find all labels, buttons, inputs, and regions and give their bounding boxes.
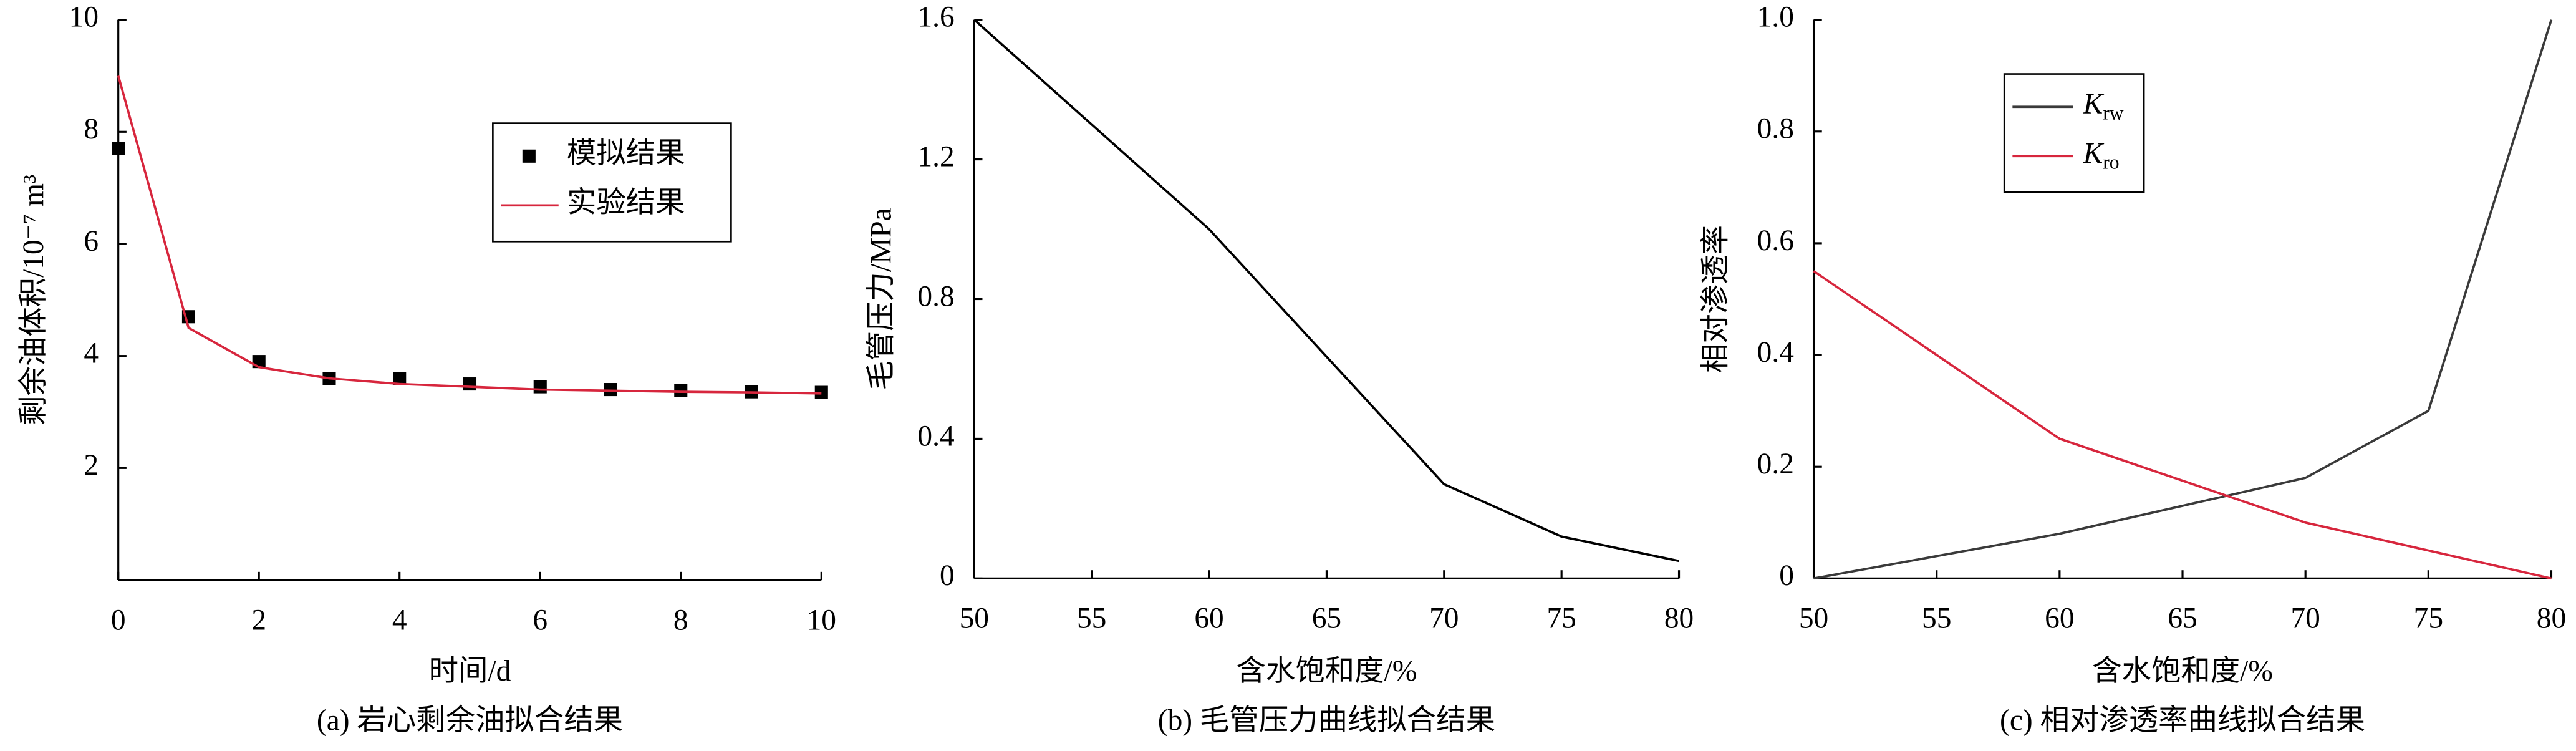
marker [393,372,407,385]
line [1813,270,2552,580]
y-tick-label: 1.2 [917,140,954,173]
x-axis-label: 含水饱和度/% [2092,655,2273,687]
legend-label: 实验结果 [567,187,685,219]
marker [463,377,477,391]
y-axis-label: 剩余油体积/10⁻⁷ m³ [17,175,50,425]
y-tick-label: 0.8 [917,280,954,313]
x-tick-label: 2 [251,604,266,636]
line [973,19,1679,563]
legend-label-main: K [2083,137,2105,170]
legend-marker [522,149,536,163]
x-tick-label: 50 [1799,603,1828,635]
y-tick-label: 0 [1779,560,1794,592]
legend-label: Kro [2083,137,2120,173]
y-tick-label: 0.2 [1757,448,1794,480]
x-tick-label: 50 [960,603,989,635]
y-tick-label: 0.6 [1757,225,1794,257]
legend-box [492,122,732,243]
y-tick-label: 1.0 [1757,1,1794,33]
panel: 0 2 4 6 8 10 2 4 6 8 10 时间/d 剩余油体积/10⁻⁷ m³ (a) 岩心剩余油拟… [17,1,836,737]
x-axis-label: 时间/d [429,655,511,687]
x-tick-label: 60 [2045,603,2074,635]
panel: 50 55 60 65 70 75 80 0 0.4 0.8 1.2 1.6 含水饱和度/% 毛管压力/M… [865,1,1694,737]
x-tick-label: 55 [1077,603,1106,635]
x-tick-label: 70 [1429,603,1459,635]
y-axis-label: 相对渗透率 [1700,225,1732,373]
x-tick-label: 65 [2168,603,2197,635]
x-tick-label: 4 [392,604,407,636]
y-axis-label: 毛管压力/MPa [865,208,897,390]
y-tick-label: 0 [940,560,955,592]
legend-label-main: K [2083,88,2105,120]
x-tick-label: 60 [1194,603,1223,635]
x-tick-label: 70 [2290,603,2320,635]
y-tick-label: 0.8 [1757,113,1794,145]
x-tick-label: 8 [673,604,688,636]
marker [533,380,547,394]
legend-label: 模拟结果 [567,137,685,170]
x-tick-label: 65 [1312,603,1341,635]
y-tick-label: 8 [84,113,99,145]
x-tick-label: 75 [2414,603,2443,635]
y-tick-label: 1.6 [917,1,954,33]
y-tick-label: 2 [84,449,99,482]
x-tick-label: 80 [2537,603,2566,635]
y-tick-label: 10 [69,1,99,33]
line [1813,19,2553,580]
x-tick-label: 10 [807,604,836,636]
caption: (b) 毛管压力曲线拟合结果 [1158,704,1495,737]
y-tick-label: 4 [84,337,99,370]
marker [112,142,125,155]
legend-label: Krw [2083,88,2124,124]
caption: (a) 岩心剩余油拟合结果 [317,704,623,737]
x-tick-label: 6 [533,604,548,636]
legend-label-sub: ro [2103,152,2119,173]
x-tick-label: 75 [1546,603,1576,635]
x-tick-label: 80 [1664,603,1694,635]
panel: 50 55 60 65 70 75 80 0 0.2 0.4 0.6 0.8 1.0 含水饱和度/% 相对渗… [1700,1,2567,737]
y-tick-label: 0.4 [1757,336,1794,369]
x-tick-label: 0 [111,604,126,636]
x-tick-label: 55 [1922,603,1951,635]
legend-box [2003,73,2145,193]
line [117,75,822,395]
y-tick-label: 6 [84,225,99,258]
caption: (c) 相对渗透率曲线拟合结果 [2000,704,2365,737]
y-tick-label: 0.4 [917,420,954,452]
legend-label-sub: rw [2103,102,2124,124]
x-axis-label: 含水饱和度/% [1237,655,1417,687]
